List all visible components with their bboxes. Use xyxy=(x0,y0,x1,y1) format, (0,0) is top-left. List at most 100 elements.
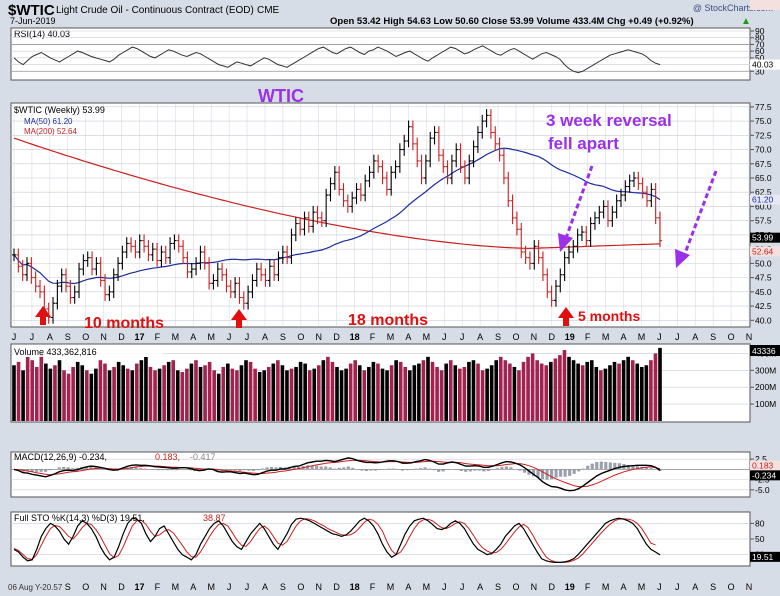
macd-hist-bar xyxy=(613,462,617,470)
watermark: @ StockCharts.com xyxy=(693,3,773,13)
x-tick-label: D xyxy=(118,332,125,342)
volume-bar xyxy=(198,366,203,421)
volume-bar xyxy=(253,368,257,421)
macd-hist-bar xyxy=(333,468,337,470)
price-bar xyxy=(571,240,576,259)
macd-hist-bar xyxy=(360,469,364,471)
instrument-name: Light Crude Oil - Continuous Contract (E… xyxy=(56,5,254,16)
sto-x-tick-label: N xyxy=(746,582,753,592)
close-value-tag-bg xyxy=(750,232,780,243)
price-bar xyxy=(532,240,537,270)
volume-bar xyxy=(175,370,180,421)
sto-tick-label: 50 xyxy=(755,534,765,544)
volume-bar xyxy=(16,361,21,421)
x-tick-label: M xyxy=(602,332,610,342)
macd-value-tag: -0.234 xyxy=(752,470,776,480)
sto-x-tick-label: S xyxy=(495,582,501,592)
price-bar xyxy=(142,234,147,253)
sto-x-tick-label: O xyxy=(728,582,735,592)
price-bar xyxy=(150,242,155,262)
rsi-grid xyxy=(11,30,750,72)
price-grid xyxy=(11,104,750,326)
volume-bar xyxy=(462,366,467,421)
volume-tag-bg xyxy=(750,345,780,356)
macd-hist-bar xyxy=(649,468,653,470)
price-bar xyxy=(64,268,69,293)
price-bar xyxy=(246,285,251,310)
macd-legend-signal: 0.183, xyxy=(155,452,180,462)
macd-hist-bar xyxy=(35,469,39,472)
macd-hist-bar xyxy=(644,467,649,470)
price-bar xyxy=(506,171,511,208)
price-bar xyxy=(55,279,60,310)
volume-bar xyxy=(326,356,330,421)
sto-x-tick-label: J xyxy=(675,582,680,592)
volume-bar xyxy=(239,365,244,421)
volume-bar xyxy=(30,360,35,421)
ma200-series xyxy=(13,137,661,250)
macd-hist-bar xyxy=(509,467,513,470)
x-tick-label: M xyxy=(423,332,431,342)
price-bar xyxy=(415,137,420,168)
volume-bar xyxy=(289,368,294,421)
macd-hist-bar xyxy=(39,469,43,472)
price-tick-label: 77.5 xyxy=(755,102,772,112)
macd-hist-bar xyxy=(414,468,418,470)
price-tick-label: 47.5 xyxy=(755,273,772,283)
price-bar xyxy=(584,225,589,247)
macd-hist-bar xyxy=(71,468,75,470)
price-bar xyxy=(454,143,459,168)
price-bar xyxy=(423,154,428,185)
price-tick-label: 45.0 xyxy=(755,287,772,297)
x-tick-label: J xyxy=(227,332,232,342)
macd-hist-bar xyxy=(138,468,143,470)
x-tick-label: D xyxy=(549,332,556,342)
price-bar xyxy=(77,262,82,299)
macd-hist-bar xyxy=(170,469,174,471)
macd-hist-bar xyxy=(423,467,427,470)
sto-x-tick-label: A xyxy=(692,582,698,592)
volume-bar xyxy=(230,368,235,421)
price-bar xyxy=(172,234,177,250)
macd-hist-bar xyxy=(500,466,504,470)
sto-k-tag: 19.51 xyxy=(752,552,774,562)
volume-bar xyxy=(112,366,116,421)
sto-x-tick-label: J xyxy=(442,582,447,592)
x-tick-label: 18 xyxy=(350,332,360,342)
macd-series xyxy=(13,457,661,492)
macd-signal-tag: 0.183 xyxy=(752,461,774,471)
volume-bar xyxy=(371,361,376,421)
macd-hist-bar xyxy=(260,468,265,470)
volume-bar xyxy=(549,361,553,421)
macd-hist-bar xyxy=(229,469,233,471)
x-tick-label: F xyxy=(155,332,161,342)
price-bar xyxy=(163,245,168,264)
price-bar xyxy=(462,160,467,185)
volume-bar xyxy=(426,356,430,421)
up-arrow-marker-2 xyxy=(231,309,247,328)
macd-hist-bar xyxy=(351,467,355,470)
sto-x-tick-label: J xyxy=(460,582,465,592)
volume-bar xyxy=(398,361,403,421)
symbol-title: $WTIC xyxy=(8,2,55,19)
x-tick-label: N xyxy=(100,332,107,342)
price-bar xyxy=(493,126,498,151)
purple-dashed-arrow-2 xyxy=(675,170,718,268)
macd-hist-bar xyxy=(62,466,66,470)
volume-bar xyxy=(21,370,25,421)
price-bar xyxy=(410,120,415,151)
price-bar xyxy=(20,259,25,282)
volume-bar xyxy=(526,356,530,421)
price-bar xyxy=(211,274,216,290)
price-bar xyxy=(354,183,359,205)
price-bar xyxy=(276,251,281,282)
price-bar xyxy=(103,274,108,301)
volume-bar xyxy=(280,365,285,421)
volume-bar xyxy=(394,360,398,421)
volume-bar xyxy=(312,368,317,421)
macd-hist-bar xyxy=(215,469,219,472)
volume-bar xyxy=(576,363,580,421)
rsi-frame xyxy=(10,27,751,81)
price-bar xyxy=(523,245,528,264)
volume-legend-bg xyxy=(13,346,163,357)
